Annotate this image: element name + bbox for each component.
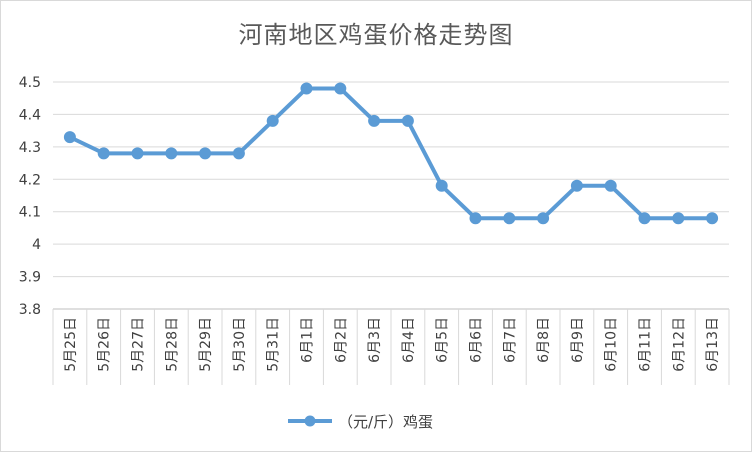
data-point [638, 212, 651, 225]
data-point [199, 147, 212, 160]
data-point [266, 114, 279, 127]
y-tick-label: 3.8 [19, 302, 41, 318]
x-tick-label: 5月30日 [232, 317, 248, 372]
chart-title: 河南地区鸡蛋价格走势图 [238, 21, 514, 49]
x-tick-label: 6月9日 [570, 317, 586, 363]
x-tick-label: 6月13日 [705, 317, 721, 372]
y-tick-label: 3.9 [19, 270, 41, 286]
data-point [604, 179, 617, 192]
y-tick-label: 4.4 [19, 107, 41, 123]
x-tick-label: 5月25日 [63, 317, 79, 372]
y-tick-label: 4.2 [19, 172, 41, 188]
data-point [300, 82, 313, 95]
x-tick-label: 5月27日 [131, 317, 147, 372]
legend-marker [304, 415, 316, 427]
data-point [469, 212, 482, 225]
data-point [401, 114, 414, 127]
x-tick-label: 6月10日 [604, 317, 620, 372]
data-point [435, 179, 448, 192]
y-tick-label: 4.3 [19, 140, 41, 156]
x-tick-label: 6月3日 [367, 317, 383, 363]
x-tick-label: 5月28日 [164, 317, 180, 372]
data-point [368, 114, 381, 127]
x-tick-label: 6月2日 [333, 317, 349, 363]
data-point [63, 131, 76, 144]
x-tick-label: 6月12日 [671, 317, 687, 372]
legend-label: （元/斤）鸡蛋 [338, 413, 433, 431]
x-tick-label: 6月11日 [638, 317, 654, 372]
data-point [165, 147, 178, 160]
data-point [503, 212, 516, 225]
x-tick-label: 6月1日 [300, 317, 316, 363]
x-tick-label: 5月26日 [97, 317, 113, 372]
x-tick-label: 6月8日 [536, 317, 552, 363]
data-point [570, 179, 583, 192]
x-tick-label: 5月31日 [266, 317, 282, 372]
data-point [131, 147, 144, 160]
x-tick-label: 6月4日 [401, 317, 417, 363]
data-point [97, 147, 110, 160]
data-point [537, 212, 550, 225]
y-tick-label: 4.1 [19, 205, 41, 221]
data-point [706, 212, 719, 225]
data-point [232, 147, 245, 160]
y-tick-label: 4.5 [19, 75, 41, 91]
data-point [334, 82, 347, 95]
y-tick-label: 4 [32, 237, 41, 253]
x-tick-label: 6月6日 [469, 317, 485, 363]
x-tick-label: 6月5日 [435, 317, 451, 363]
x-tick-label: 5月29日 [198, 317, 214, 372]
x-tick-label: 6月7日 [502, 317, 518, 363]
data-point [672, 212, 685, 225]
